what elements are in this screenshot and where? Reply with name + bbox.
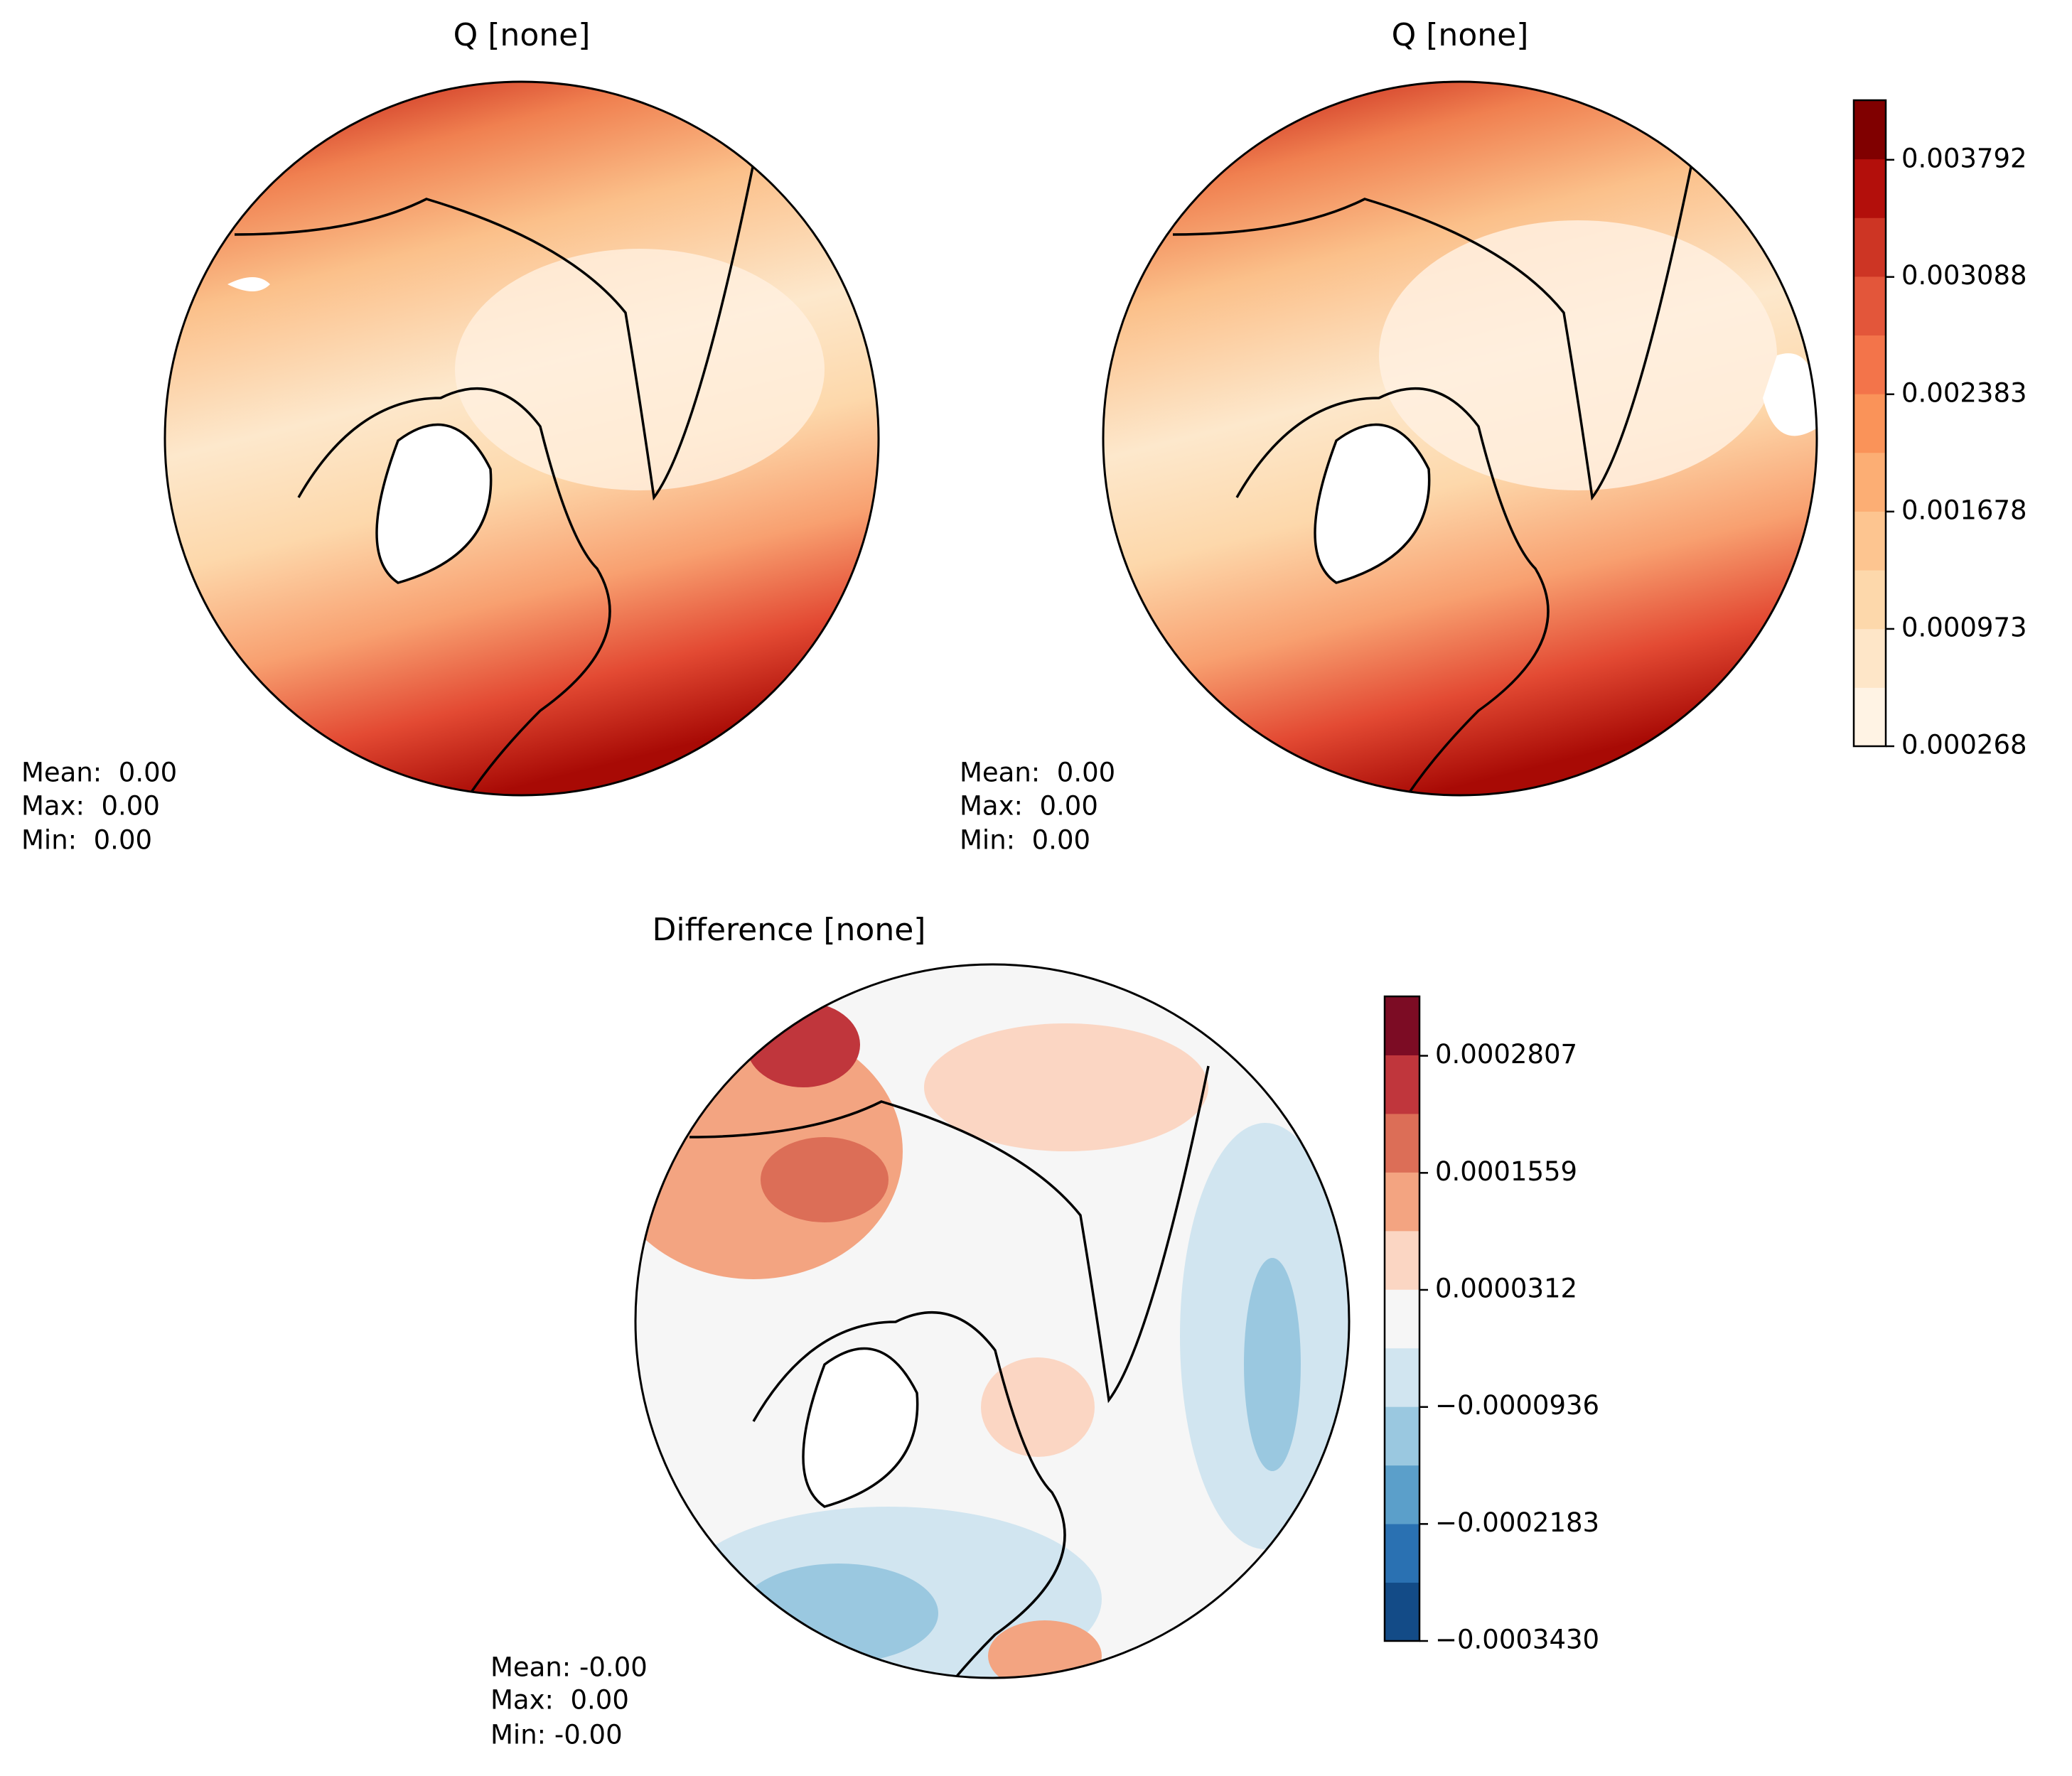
colorbar-band (1854, 452, 1886, 512)
colorbar-tick-label: 0.0002807 (1435, 1039, 1577, 1070)
colorbar-band (1385, 1230, 1419, 1290)
colorbar-tick-label: 0.001678 (1901, 495, 2027, 525)
colorbar-band (1854, 511, 1886, 571)
colorbar-band (1385, 1347, 1419, 1407)
colorbar-tick-label: −0.0002183 (1435, 1507, 1599, 1538)
colorbar-band (1854, 335, 1886, 394)
stat-text: Min: -0.00 (490, 1720, 623, 1750)
colorbar-tick-label: 0.002383 (1901, 377, 2027, 408)
colorbar-band (1385, 1113, 1419, 1173)
colorbar-band (1854, 628, 1886, 688)
colorbar-band (1385, 996, 1419, 1055)
stat-text: Min: 0.00 (960, 825, 1090, 856)
colorbar-tick-label: 0.000973 (1901, 612, 2027, 642)
map (1103, 82, 1817, 795)
colorbar-tick-label: 0.003088 (1901, 260, 2027, 291)
colorbar-band (1385, 1465, 1419, 1524)
colorbar-band (1854, 570, 1886, 630)
colorbar-tick-label: 0.0000312 (1435, 1273, 1577, 1303)
stat-text: Max: 0.00 (21, 791, 160, 822)
map-border (634, 963, 1351, 1679)
map-border (163, 80, 880, 797)
panel-title: Q [none] (1392, 17, 1529, 53)
colorbar-tick-label: −0.0000936 (1435, 1390, 1599, 1421)
colorbar-frame (1383, 995, 1421, 1642)
colorbar-frame (1852, 99, 1887, 748)
colorbar-band (1854, 687, 1886, 747)
colorbar-tick-label: −0.0003430 (1435, 1625, 1599, 1655)
colorbar-band (1854, 158, 1886, 218)
colorbar-tick-label: 0.0001559 (1435, 1156, 1577, 1187)
panel-title: Difference [none] (653, 912, 926, 948)
stat-text: Mean: 0.00 (960, 758, 1115, 788)
colorbar-band (1385, 1289, 1419, 1349)
colorbar-tick-label: 0.000268 (1901, 730, 2027, 760)
colorbar-band (1854, 217, 1886, 277)
colorbar-band (1854, 276, 1886, 336)
colorbar-band (1385, 1406, 1419, 1466)
colorbar-band (1854, 394, 1886, 453)
colorbar-band (1854, 100, 1886, 160)
colorbar-band (1385, 1582, 1419, 1642)
stat-text: Mean: 0.00 (21, 758, 177, 788)
colorbar-band (1385, 1055, 1419, 1114)
stat-text: Max: 0.00 (960, 791, 1098, 822)
stat-text: Max: 0.00 (490, 1685, 629, 1716)
stat-text: Min: 0.00 (21, 825, 152, 856)
colorbar-band (1385, 1524, 1419, 1583)
map (635, 964, 1349, 1678)
colorbar-tick-label: 0.003792 (1901, 143, 2027, 173)
map-border (1102, 80, 1818, 797)
panel-title: Q [none] (453, 17, 591, 53)
colorbar-band (1385, 1172, 1419, 1232)
stat-text: Mean: -0.00 (490, 1652, 648, 1683)
map (165, 82, 879, 795)
